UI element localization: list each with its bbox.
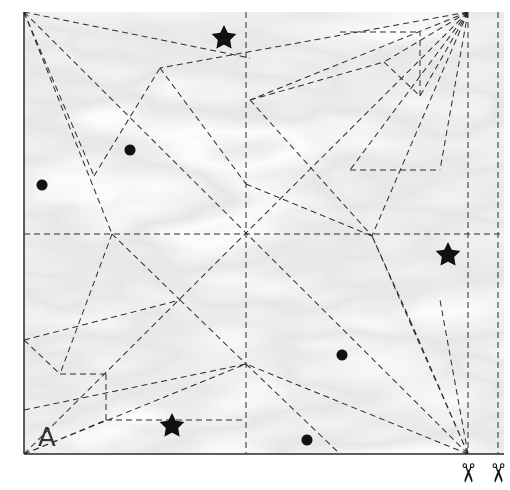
scissors-icon: ✂: [482, 462, 510, 484]
scissors-icon: ✂: [452, 462, 482, 484]
corner-label: A: [38, 423, 56, 453]
star-icon: [211, 25, 237, 49]
dot-icon: [36, 179, 48, 191]
star-icon: [435, 242, 461, 266]
dot-icon: [124, 144, 136, 156]
dot-icon: [301, 434, 313, 446]
marble-texture: [24, 12, 504, 454]
star-icon: [159, 413, 185, 437]
dot-icon: [336, 349, 348, 361]
crease-lines: [24, 12, 504, 454]
